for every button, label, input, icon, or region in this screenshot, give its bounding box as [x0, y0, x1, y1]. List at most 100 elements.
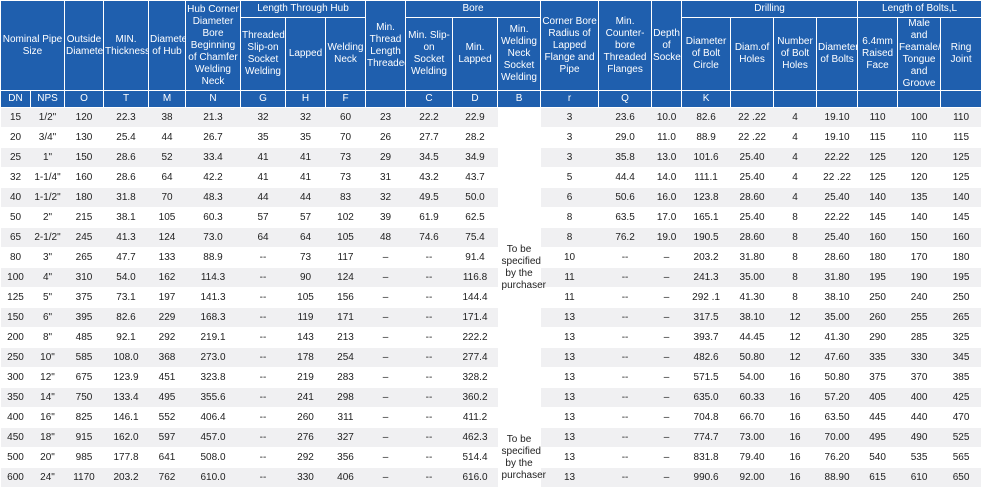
table-cell: 41.30 — [730, 287, 774, 308]
table-cell: 195 — [940, 267, 981, 288]
table-cell: 91.4 — [452, 247, 498, 268]
table-cell: 64 — [240, 227, 286, 248]
table-cell: 25.40 — [816, 187, 858, 208]
header-symbol: B — [497, 90, 542, 108]
table-cell: 28.60 — [730, 227, 774, 248]
table-cell: 4 — [773, 107, 817, 128]
table-cell: 4 — [773, 167, 817, 188]
table-row: 80 3" 265 47.7 133 88.9 -- 73 117– -- 91.4 10 -- –203… — [0, 247, 981, 268]
table-cell: 73.0 — [185, 227, 241, 248]
header-cell: Diameter of Bolts — [816, 17, 859, 91]
table-cell: -- — [405, 267, 453, 288]
table-cell: 101.6 — [681, 147, 731, 168]
header-symbol: C — [405, 90, 454, 108]
table-cell: 985 — [64, 447, 104, 468]
table-cell: 4 — [773, 187, 817, 208]
table-cell: 125 — [0, 287, 31, 308]
table-cell: 330 — [897, 347, 941, 368]
table-cell: 10" — [30, 347, 65, 368]
table-cell: 57 — [285, 207, 326, 228]
table-cell: 28.60 — [730, 187, 774, 208]
header-cell: Number of Bolt Holes — [773, 17, 818, 91]
table-cell: 4 — [773, 147, 817, 168]
table-cell: 64 — [285, 227, 326, 248]
table-row: 250 10" 585 108.0 368 273.0 -- 178 254– -- 277.4 13… — [0, 347, 981, 368]
table-cell: 18" — [30, 427, 65, 448]
table-cell: – — [651, 447, 682, 468]
table-cell: 400 — [0, 407, 31, 428]
table-cell: 641 — [148, 447, 186, 468]
table-cell: 171.4 — [452, 307, 498, 328]
table-cell: 250 — [0, 347, 31, 368]
table-cell: 16" — [30, 407, 65, 428]
header-cell: Bore — [405, 0, 542, 18]
table-cell: 50 — [0, 207, 31, 228]
header-cell: Min. Thread Length Threaded — [365, 0, 407, 91]
table-cell: 28.2 — [452, 127, 498, 148]
table-cell: 130 — [64, 127, 104, 148]
table-cell: 180 — [857, 247, 898, 268]
header-cell: Outside Diameter — [64, 0, 104, 91]
table-cell: 1-1/2" — [30, 187, 65, 208]
table-cell: 203.2 — [681, 247, 731, 268]
table-cell: 17.0 — [651, 207, 682, 228]
table-row: 500 20" 985 177.8 641 508.0 -- 292 356– -- 514.4 13… — [0, 447, 981, 468]
table-cell: – — [365, 427, 406, 448]
table-cell: 13 — [540, 407, 599, 428]
header-cell: Min. Welding Neck Socket Welding — [497, 17, 542, 91]
table-cell: 50.6 — [598, 187, 652, 208]
table-cell: 290 — [857, 327, 898, 348]
table-cell: 704.8 — [681, 407, 731, 428]
table-cell: 405 — [857, 387, 898, 408]
table-cell: 61.9 — [405, 207, 453, 228]
table-cell: – — [365, 467, 406, 488]
table-cell: -- — [405, 467, 453, 488]
table-cell: 203.2 — [103, 467, 149, 488]
table-cell: 1170 — [64, 467, 104, 488]
table-cell: 22.22 — [816, 207, 858, 228]
table-cell: 615 — [857, 467, 898, 488]
table-cell: 762 — [148, 467, 186, 488]
table-row: 200 8" 485 92.1 292 219.1 -- 143 213– -- 222.2 13 --… — [0, 327, 981, 348]
table-cell: 29.0 — [598, 127, 652, 148]
table-cell: 219 — [285, 367, 326, 388]
table-cell: 255 — [897, 307, 941, 328]
table-cell: 32 — [240, 107, 286, 128]
table-cell: 145 — [857, 207, 898, 228]
table-cell: 125 — [857, 167, 898, 188]
table-cell: 70.00 — [816, 427, 858, 448]
table-cell: 24" — [30, 467, 65, 488]
table-cell: 43.2 — [405, 167, 453, 188]
table-cell: – — [365, 347, 406, 368]
table-row: 50 2" 215 38.1 105 60.3 57 57 102 39 61.9 62.5 8 63.5… — [0, 207, 981, 228]
table-cell: 119 — [285, 307, 326, 328]
table-cell: -- — [598, 327, 652, 348]
table-cell: 162 — [148, 267, 186, 288]
table-cell: -- — [240, 327, 286, 348]
table-cell: 13 — [540, 367, 599, 388]
table-row: 32 1-1/4" 160 28.6 64 42.2 41 41 73 31 43.2 43.7 5 44… — [0, 167, 981, 188]
table-cell: – — [651, 287, 682, 308]
header-cell: Min. Lapped — [452, 17, 499, 91]
table-cell: 31.80 — [730, 247, 774, 268]
header-symbol: M — [148, 90, 186, 108]
table-cell: 50.80 — [816, 367, 858, 388]
table-cell: 514.4 — [452, 447, 498, 468]
table-cell: 10.0 — [651, 107, 682, 128]
table-cell: -- — [240, 427, 286, 448]
header-cell — [940, 90, 981, 108]
table-cell: 310 — [64, 267, 104, 288]
table-row: 40 1-1/2" 180 31.8 70 48.3 44 44 83 32 49.5 50.0 6 50… — [0, 187, 981, 208]
table-body: 15 1/2" 120 22.3 38 21.3 32 32 60 23 22.2 22.9 To be… — [0, 107, 981, 488]
table-cell: 115 — [857, 127, 898, 148]
table-cell: 31.80 — [816, 267, 858, 288]
table-cell: 11.0 — [651, 127, 682, 148]
table-cell: 10 — [540, 247, 599, 268]
table-cell: -- — [598, 447, 652, 468]
table-cell: 124 — [325, 267, 366, 288]
table-cell: 12" — [30, 367, 65, 388]
table-cell: 39 — [365, 207, 406, 228]
table-cell: 140 — [857, 187, 898, 208]
table-cell: 16 — [773, 447, 817, 468]
table-cell: 82.6 — [681, 107, 731, 128]
